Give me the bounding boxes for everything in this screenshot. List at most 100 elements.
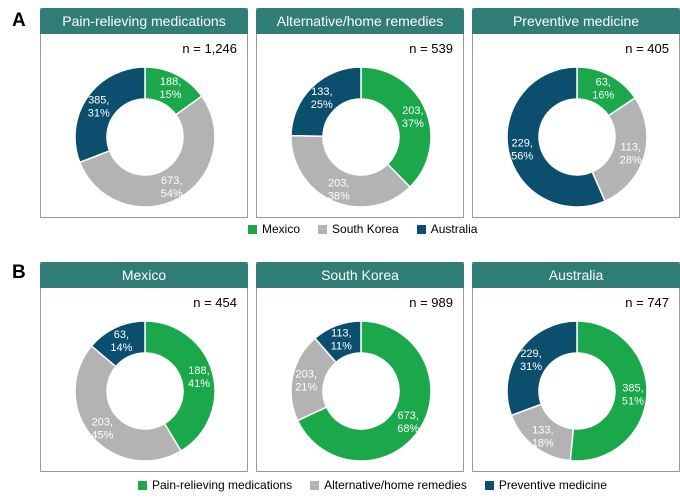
sample-size-label: n = 1,246 [182,41,237,56]
donut-slice [290,66,362,137]
slice-data-label: 203, 37% [402,105,424,130]
slice-value: 385, [88,94,109,106]
legend-label: Mexico [262,222,301,236]
slice-percent: 14% [110,342,132,354]
slice-value: 63, [114,329,129,341]
slice-percent: 11% [331,341,352,353]
donut-slice [313,320,362,364]
legend-item-australia: Australia [416,222,478,236]
slice-percent: 18% [532,437,554,449]
donut-slice [144,320,216,453]
panel-title: Pain-relieving medications [40,8,248,34]
donut-slice [591,96,648,203]
slice-data-label: 63, 16% [592,77,614,102]
legend-item-alternative: Alternative/home remedies [310,478,467,492]
slice-data-label: 385, 31% [88,94,110,119]
donut-chart: 673, 68% 203, 21% 113, 11% [290,320,432,462]
legend-swatch [416,224,426,234]
sample-size-label: n = 747 [625,295,669,310]
panel-title: Alternative/home remedies [256,8,464,34]
slice-percent: 16% [592,90,614,102]
slice-value: 188, [160,76,181,88]
legend-label: Australia [430,222,478,236]
donut-chart: 63, 16% 113, 28% 229, 56% [506,66,648,208]
donut-chart: 385, 51% 133, 18% 229, 31% [506,320,648,462]
slice-percent: 68% [397,423,419,435]
legend-item-pain-relieving: Pain-relieving medications [138,478,292,492]
slice-data-label: 203, 45% [91,416,113,441]
slice-value: 673, [161,175,182,187]
legend-item-mexico: Mexico [248,222,300,236]
slice-data-label: 385, 51% [622,383,644,408]
slice-data-label: 63, 14% [110,329,132,354]
section-letter-a: A [12,10,26,31]
legend-swatch [138,480,147,490]
slice-value: 385, [622,383,643,395]
chart-panel: Pain-relieving medications n = 1,246 188… [40,8,248,218]
slice-value: 229, [511,137,532,149]
donut-chart: 188, 15% 673, 54% 385, 31% [74,66,216,208]
slice-data-label: 229, 56% [511,137,533,162]
legend-label: South Korea [332,222,399,236]
slice-data-label: 203, 21% [295,368,317,393]
donut-slice [506,66,606,208]
sample-size-label: n = 989 [409,295,453,310]
slice-percent: 31% [88,107,110,119]
chart-panel: Alternative/home remedies n = 539 203, 37… [256,8,464,218]
panel-title: Preventive medicine [472,8,680,34]
panel-title: Mexico [40,262,248,288]
slice-data-label: 673, 54% [161,175,183,200]
slice-percent: 21% [295,381,317,393]
legend-swatch [248,224,257,234]
panel-title: Australia [472,262,680,288]
slice-percent: 56% [511,150,533,162]
slice-value: 133, [532,424,553,436]
legend-label: Preventive medicine [498,478,607,492]
slice-percent: 15% [160,89,182,101]
slice-data-label: 188, 41% [188,365,210,390]
donut-slice [74,344,183,462]
slice-data-label: 188, 15% [160,76,182,101]
slice-value: 113, [331,328,352,340]
donut-chart: 203, 37%203, 38%133, 25% [290,66,432,208]
sample-size-label: n = 454 [193,295,237,310]
panel-title: South Korea [256,262,464,288]
donut-slice [90,320,146,368]
slice-percent: 54% [161,188,183,200]
chart-panel: South Korea n = 989 673, 68% 203, 21% 113, 11… [256,262,464,472]
legend-item-south-korea: South Korea [318,222,399,236]
slice-percent: 45% [91,429,113,441]
legend-treatments: Pain-relieving medications Alternative/h… [138,478,607,492]
slice-data-label: 133, 25% [311,86,333,111]
slice-data-label: 229, 31% [520,348,542,373]
legend-label: Pain-relieving medications [152,478,293,492]
sample-size-label: n = 405 [625,41,669,56]
donut-chart: 188, 41% 203, 45% 63, 14% [74,320,216,462]
chart-panel: Preventive medicine n = 405 63, 16% 113, 28… [472,8,680,218]
slice-percent: 51% [622,396,644,408]
slice-value: 113, [620,142,641,154]
legend-swatch [484,480,494,490]
donut-slice [360,66,432,189]
slice-data-label: 673, 68% [397,410,419,435]
legend-swatch [318,224,328,234]
slice-value: 203, [92,416,113,428]
sample-size-label: n = 539 [409,41,453,56]
legend-swatch [310,480,320,490]
slice-value: 203, [328,177,349,189]
slice-value: 203, [402,105,423,117]
legend-countries: Mexico South Korea Australia [248,222,477,236]
slice-percent: 25% [311,99,333,111]
slice-percent: 37% [402,118,424,130]
slice-data-label: 113, 11% [331,328,352,353]
slice-value: 133, [311,86,332,98]
slice-percent: 38% [328,190,350,202]
slice-percent: 28% [620,155,642,167]
donut-slice [290,134,412,208]
legend-label: Alternative/home remedies [324,478,467,492]
donut-slice [506,320,578,417]
slice-value: 673, [398,410,419,422]
slice-percent: 31% [520,361,542,373]
slice-percent: 41% [188,378,210,390]
legend-item-preventive: Preventive medicine [484,478,607,492]
